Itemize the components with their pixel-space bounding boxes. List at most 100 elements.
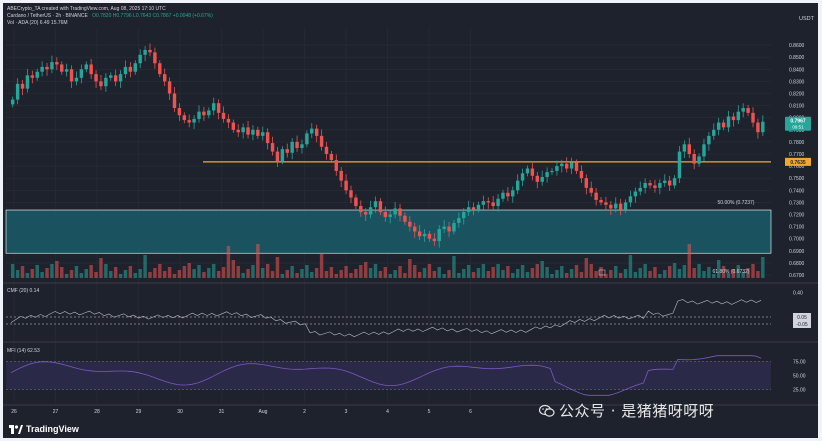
price-chart[interactable]: 50.00% (0.7237) 61.80% (0.6732) 0.8600 0.85… bbox=[3, 3, 818, 438]
volume-bar bbox=[403, 273, 407, 278]
candle bbox=[501, 189, 505, 202]
candle-body bbox=[525, 168, 530, 174]
wechat-watermark: 公众号 · 是猪猪呀呀呀 bbox=[539, 400, 714, 421]
candle-body bbox=[226, 118, 231, 123]
support-price-badge bbox=[785, 157, 811, 166]
candle-body bbox=[707, 135, 711, 145]
candle-body bbox=[462, 212, 466, 219]
volume-bar bbox=[378, 271, 383, 278]
candle bbox=[241, 123, 245, 139]
candle bbox=[731, 112, 736, 127]
chart-container[interactable]: ABECrypto_TA created with TradingView.co… bbox=[3, 3, 818, 438]
candle bbox=[736, 105, 741, 124]
volume-bar bbox=[481, 264, 486, 278]
candle bbox=[339, 167, 343, 188]
volume-bar bbox=[84, 269, 88, 278]
volume-bar bbox=[712, 274, 716, 278]
candle bbox=[216, 99, 221, 120]
candle-body bbox=[408, 221, 412, 227]
price-axis-label: 0.8200 bbox=[789, 92, 805, 98]
candle bbox=[20, 79, 25, 96]
candle-body bbox=[109, 75, 113, 78]
volume-series bbox=[11, 244, 765, 278]
candle-body bbox=[383, 212, 388, 217]
volume-bar bbox=[721, 266, 726, 278]
candle-body bbox=[599, 199, 603, 203]
volume-bar bbox=[79, 273, 84, 278]
candle-body bbox=[202, 111, 206, 116]
volume-bar bbox=[383, 267, 388, 278]
cmf-axis-label: 0.05 bbox=[797, 315, 807, 321]
candle bbox=[511, 186, 515, 203]
volume-bar bbox=[64, 274, 69, 278]
volume-bar bbox=[422, 268, 427, 278]
candle-body bbox=[182, 115, 187, 121]
candle bbox=[550, 167, 554, 176]
candle-body bbox=[663, 180, 667, 184]
volume-bar bbox=[525, 272, 530, 278]
mfi-axis-label: 50.00 bbox=[793, 374, 806, 380]
volume-bar bbox=[550, 274, 554, 278]
volume-bar bbox=[40, 272, 44, 278]
price-axis-label: 0.7400 bbox=[789, 188, 805, 194]
volume-bar bbox=[496, 264, 500, 278]
candle bbox=[457, 212, 461, 228]
candle-body bbox=[275, 151, 280, 162]
candle bbox=[251, 125, 255, 141]
volume-bar bbox=[310, 272, 314, 278]
candle bbox=[182, 112, 187, 124]
candle bbox=[692, 149, 696, 170]
symbol-legend[interactable]: Cardano / TetherUS · 2h · BINANCE O0.782… bbox=[7, 13, 216, 20]
time-axis: 26 27 28 29 30 31 Aug 2 3 4 5 6 bbox=[11, 409, 472, 415]
volume-bar bbox=[648, 271, 652, 278]
candle-body bbox=[432, 238, 437, 242]
volume-bar bbox=[368, 268, 373, 278]
candle-body bbox=[761, 121, 765, 133]
volume-bar bbox=[182, 266, 187, 278]
volume-bar bbox=[45, 268, 49, 278]
candle bbox=[447, 221, 451, 238]
candle bbox=[569, 157, 574, 175]
candle-body bbox=[751, 112, 755, 123]
price-axis-label: 0.8400 bbox=[789, 67, 805, 73]
price-axis-label: 0.8100 bbox=[789, 104, 805, 110]
candle bbox=[305, 130, 309, 148]
candle bbox=[15, 78, 20, 105]
candle-body bbox=[339, 170, 343, 181]
volume-legend[interactable]: Vol · ADA (20) 6.49 15.76M bbox=[7, 20, 68, 26]
candle-body bbox=[471, 207, 476, 210]
candle-body bbox=[192, 118, 196, 123]
candle-body bbox=[638, 187, 642, 192]
volume-bar bbox=[35, 265, 39, 278]
candle-body bbox=[158, 63, 162, 75]
candle-body bbox=[623, 202, 628, 210]
volume-bar bbox=[427, 264, 432, 278]
candle bbox=[452, 219, 456, 235]
candle-body bbox=[45, 66, 49, 70]
candle bbox=[261, 126, 265, 141]
candle bbox=[30, 70, 35, 84]
tradingview-logo[interactable]: TradingView bbox=[9, 424, 79, 434]
candle bbox=[476, 201, 481, 213]
volume-bar bbox=[741, 272, 745, 278]
candle-body bbox=[285, 149, 289, 153]
volume-bar bbox=[672, 263, 677, 278]
candle bbox=[109, 72, 113, 81]
volume-bar bbox=[452, 256, 456, 278]
volume-bar bbox=[359, 265, 363, 278]
candle bbox=[520, 168, 525, 187]
volume-bar bbox=[560, 266, 564, 278]
candle bbox=[334, 154, 339, 176]
candle-body bbox=[99, 81, 103, 87]
candle-body bbox=[511, 190, 515, 197]
candle-body bbox=[133, 63, 137, 72]
candle-body bbox=[11, 99, 15, 105]
symbol-name[interactable]: Cardano / TetherUS · 2h · BINANCE bbox=[7, 13, 88, 19]
candle bbox=[11, 96, 15, 108]
volume-bar bbox=[256, 244, 260, 278]
candle bbox=[393, 202, 397, 219]
candle-body bbox=[609, 204, 613, 209]
candle bbox=[162, 68, 167, 87]
candle bbox=[442, 220, 446, 233]
candle-body bbox=[736, 111, 741, 121]
